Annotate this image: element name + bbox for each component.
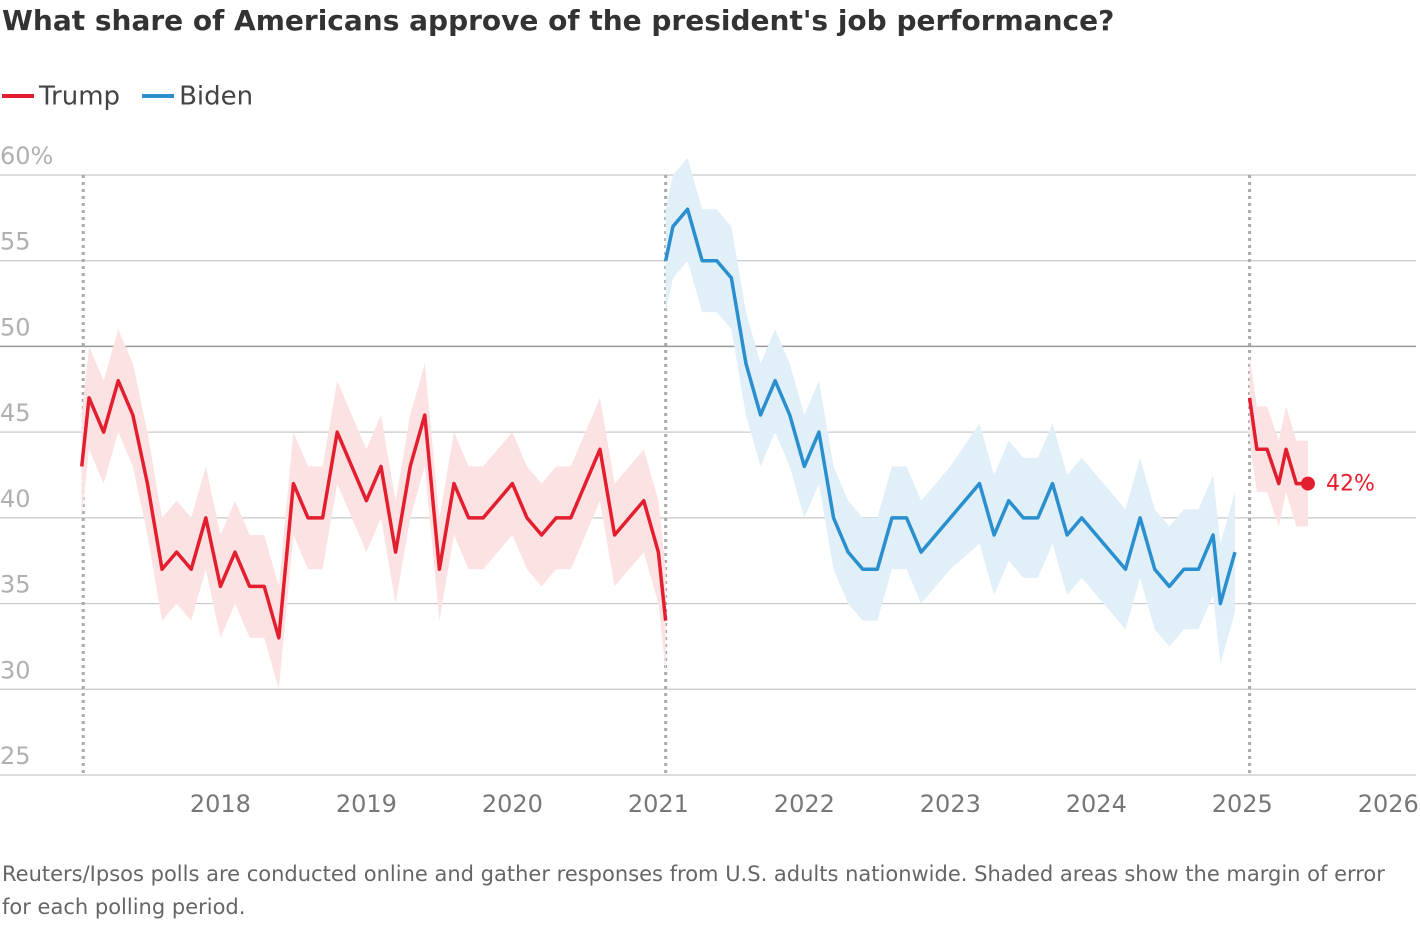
margin-band (1249, 355, 1308, 527)
approval-line (663, 207, 1237, 606)
x-tick-label: 2021 (628, 790, 689, 818)
end-label: 42% (1326, 472, 1375, 497)
x-tick-label: 2024 (1066, 790, 1127, 818)
x-tick-label: 2018 (190, 790, 251, 818)
chart-title: What share of Americans approve of the p… (2, 4, 1114, 37)
x-tick-label: 2026 (1358, 790, 1419, 818)
legend-label: Biden (179, 82, 253, 112)
legend-label: Trump (38, 82, 120, 112)
y-tick-label: 55 (0, 228, 31, 256)
x-tick-label: 2022 (774, 790, 835, 818)
margin-band (81, 329, 666, 690)
end-dot (1300, 476, 1315, 491)
x-tick-label: 2025 (1212, 790, 1273, 818)
y-tick-label: 30 (0, 656, 31, 684)
x-tick-label: 2019 (336, 790, 397, 818)
y-tick-label: 45 (0, 399, 31, 427)
y-tick-label: 25 (0, 742, 31, 770)
chart: What share of Americans approve of the p… (0, 4, 1419, 818)
footnote: Reuters/Ipsos polls are conducted online… (2, 862, 1385, 919)
approval-line (80, 378, 1308, 640)
margin-band (665, 157, 1235, 664)
y-tick-label: 50 (0, 313, 31, 341)
x-tick-label: 2020 (482, 790, 543, 818)
y-tick-label: 35 (0, 571, 31, 599)
y-tick-label: 60% (0, 142, 53, 170)
x-tick-label: 2023 (920, 790, 981, 818)
y-tick-label: 40 (0, 485, 31, 513)
